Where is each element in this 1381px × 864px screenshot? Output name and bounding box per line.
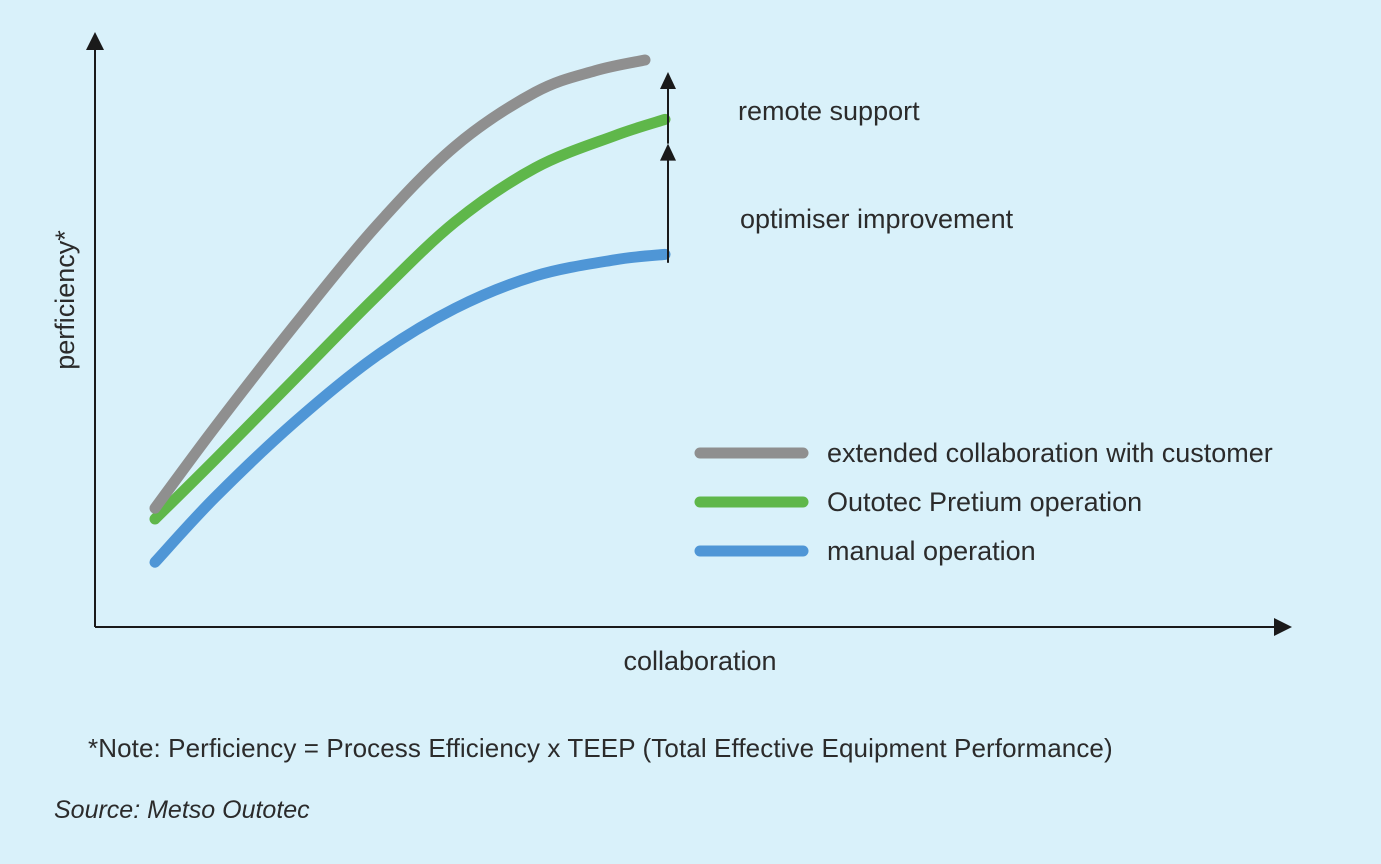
support-arrowhead: [660, 72, 676, 89]
x-axis-arrow: [1274, 618, 1292, 636]
legend-label-2: Outotec Pretium operation: [827, 487, 1142, 517]
series-line-3: [149, 248, 671, 568]
series-layer: [149, 54, 671, 568]
legend: extended collaboration with customer Outo…: [694, 438, 1273, 566]
legend-label-3: manual operation: [827, 536, 1036, 566]
legend-label-1: extended collaboration with customer: [827, 438, 1273, 468]
source-credit: Source: Metso Outotec: [54, 796, 310, 824]
x-axis-label: collaboration: [623, 646, 776, 676]
series-line-1: [149, 54, 651, 514]
line-chart: collaboration perficiency* remote support…: [50, 32, 1292, 676]
y-axis-arrow: [86, 32, 104, 50]
annotation-optimiser-improvement: optimiser improvement: [740, 204, 1014, 234]
series-line-2: [149, 113, 671, 525]
y-axis-label: perficiency*: [50, 230, 80, 370]
footnote: *Note: Perficiency = Process Efficiency …: [88, 733, 1113, 763]
axes: collaboration perficiency*: [50, 32, 1292, 676]
improvement-arrowhead: [660, 143, 676, 161]
annotation-remote-support: remote support: [738, 96, 920, 126]
annotation-layer: remote support optimiser improvement: [660, 72, 1014, 263]
